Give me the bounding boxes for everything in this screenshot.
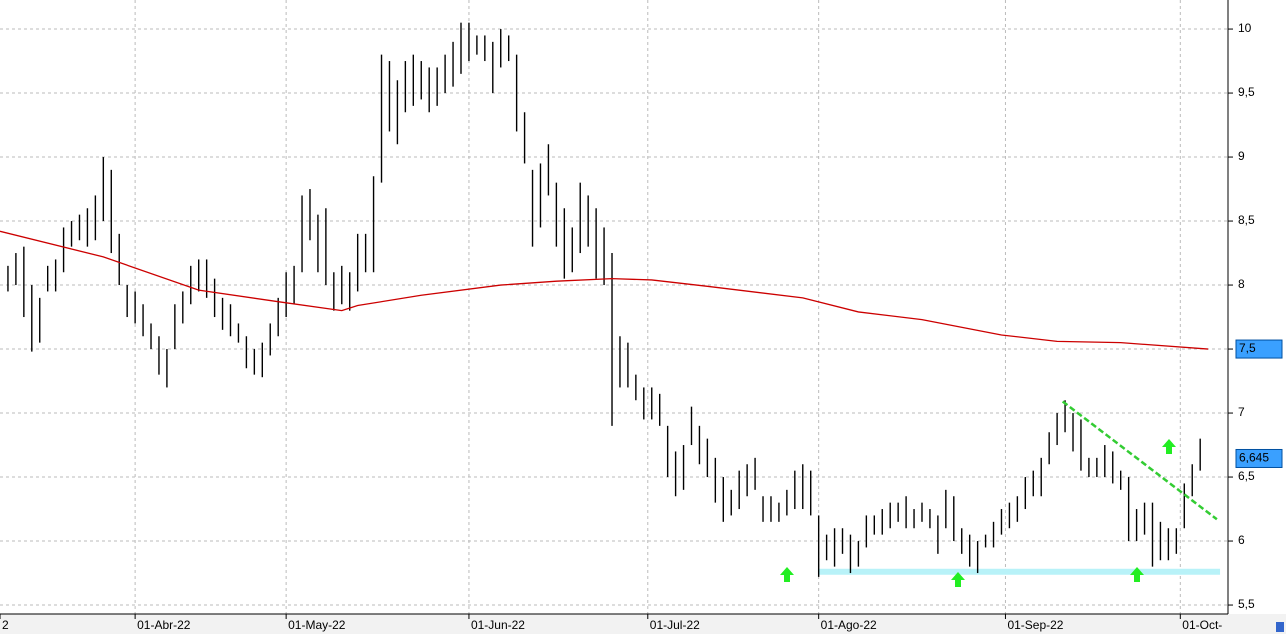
- y-tick-label: 8,5: [1238, 213, 1255, 227]
- plot: [0, 0, 1228, 614]
- arrow: [951, 572, 965, 587]
- y-tick-label: 9: [1238, 149, 1245, 163]
- x-tick-label: 01-Abr-22: [137, 618, 191, 632]
- x-tick-label: 01-Oct-: [1182, 618, 1222, 632]
- arrow: [780, 567, 794, 582]
- arrows: [780, 439, 1176, 587]
- support-band: [818, 568, 1221, 575]
- x-tick-label: 2: [2, 618, 9, 632]
- y-tick-label: 9,5: [1238, 85, 1255, 99]
- x-axis-strip: [0, 614, 1286, 634]
- y-tick-label: 8: [1238, 277, 1245, 291]
- x-tick-label: 01-Sep-22: [1007, 618, 1063, 632]
- x-tick-label: 01-Jul-22: [650, 618, 700, 632]
- price-label-box: [1235, 339, 1283, 359]
- x-tick-label: 01-May-22: [288, 618, 346, 632]
- moving-average: [0, 230, 1209, 350]
- y-tick-label: 7: [1238, 405, 1245, 419]
- corner-icon[interactable]: [1276, 622, 1284, 632]
- x-tick-label: 01-Jun-22: [471, 618, 525, 632]
- price-label: 7,5: [1239, 341, 1256, 355]
- y-tick-label: 5,5: [1238, 597, 1255, 611]
- y-tick-label: 6: [1238, 533, 1245, 547]
- price-label-box: [1235, 448, 1283, 468]
- arrow: [1162, 439, 1176, 454]
- trend-line: [1061, 400, 1218, 521]
- arrow: [1130, 567, 1144, 582]
- y-tick-label: 6,5: [1238, 469, 1255, 483]
- price-label: 6,645: [1239, 451, 1269, 465]
- x-tick-label: 01-Ago-22: [821, 618, 877, 632]
- y-tick-label: 10: [1238, 21, 1252, 35]
